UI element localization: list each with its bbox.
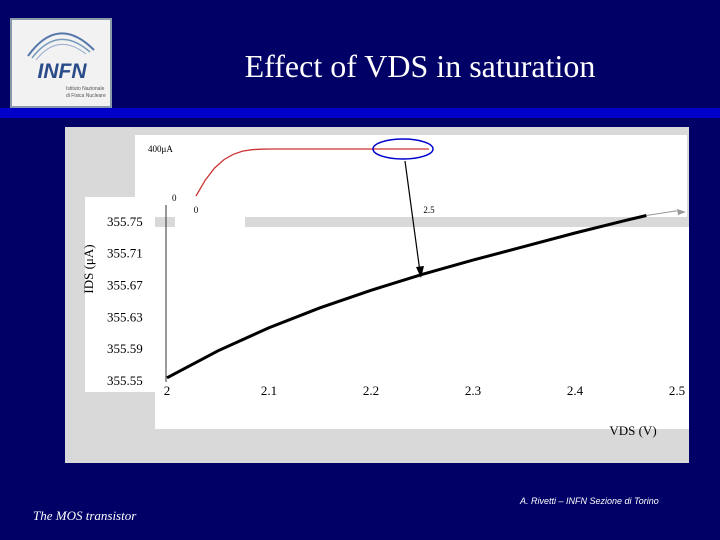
pointer-arrow-line: [404, 160, 421, 273]
mask-bottom: [313, 355, 581, 377]
main-x-tick-label: 2.5: [669, 383, 685, 398]
main-y-tick-label: 355.59: [107, 341, 143, 356]
main-y-tick-label: 355.67: [107, 278, 143, 293]
main-series-line: [166, 214, 647, 380]
footer-right: A. Rivetti – INFN Sezione di Torino: [520, 496, 659, 506]
main-x-tick-label: 2.1: [261, 383, 277, 398]
pointer-arrow-icon: [416, 266, 424, 278]
infn-logo: INFN Istituto Nazionale di Fisica Nuclea…: [10, 18, 112, 108]
main-x-tick-label: 2: [164, 383, 171, 398]
title-divider: [0, 108, 720, 118]
main-y-tick-label: 355.55: [107, 373, 143, 388]
main-y-tick-label: 355.71: [107, 246, 143, 261]
chart-figure: 355.75 355.71 355.67 355.63 355.59 355.55 2 2.…: [65, 127, 689, 463]
y-axis-label: IDS (μA): [81, 244, 96, 293]
logo-subtext-1: Istituto Nazionale: [66, 86, 105, 92]
main-series-tail: [646, 210, 678, 216]
inset-x-tick-label: 0: [194, 205, 199, 215]
highlight-ellipse: [372, 138, 434, 160]
logo-subtext-2: di Fisica Nucleare: [66, 93, 106, 99]
chart-svg: 355.75 355.71 355.67 355.63 355.59 355.55 2 2.…: [81, 135, 689, 438]
inset-y-tick-label: 0: [172, 193, 177, 203]
logo-text: INFN: [38, 60, 88, 83]
inset-series-line: [195, 148, 429, 197]
logo-arcs-icon: [27, 32, 95, 61]
tail-arrow-icon: [677, 209, 686, 215]
slide-title: Effect of VDS in saturation: [244, 48, 596, 84]
main-x-tick-label: 2.3: [465, 383, 481, 398]
main-y-tick-label: 355.63: [107, 309, 143, 324]
footer-left: The MOS transistor: [33, 508, 137, 523]
ylabel-panel: [85, 197, 155, 392]
inset-x-tick-label: 2.5: [423, 205, 435, 215]
x-axis-label: VDS (V): [609, 423, 656, 438]
mask-left: [175, 205, 245, 268]
main-x-tick-label: 2.4: [567, 383, 584, 398]
main-y-tick-label: 355.75: [107, 214, 143, 229]
inset-y-tick-label: 400μA: [148, 144, 173, 154]
main-x-tick-label: 2.2: [363, 383, 379, 398]
